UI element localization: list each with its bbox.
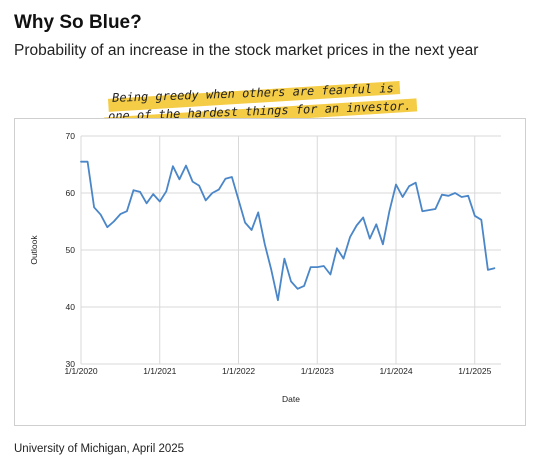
y-tick-label: 50: [66, 245, 76, 255]
grid-lines: [80, 135, 501, 365]
x-tick-label: 1/1/2022: [222, 366, 255, 376]
x-tick-label: 1/1/2025: [458, 366, 491, 376]
x-axis-label: Date: [282, 394, 300, 404]
y-tick-label: 40: [66, 302, 76, 312]
chart-subtitle: Probability of an increase in the stock …: [14, 42, 479, 59]
x-axis-ticks: 1/1/2020 1/1/2021 1/1/2022 1/1/2023 1/1/2024…: [64, 366, 491, 376]
y-axis-label: Outlook: [29, 235, 39, 265]
x-tick-label: 1/1/2023: [301, 366, 334, 376]
y-tick-label: 70: [66, 131, 76, 141]
chart-title: Why So Blue?: [14, 12, 142, 33]
series-line-outlook: [80, 160, 496, 302]
chart-panel: 30 40 50 60 70 1/1/2020 1/1/2021 1/1/2022 1/1/2…: [14, 118, 526, 426]
x-tick-label: 1/1/2021: [143, 366, 176, 376]
x-tick-label: 1/1/2020: [64, 366, 97, 376]
y-tick-label: 60: [66, 188, 76, 198]
series-group: [80, 160, 496, 302]
y-tick-label: 30: [66, 359, 76, 369]
x-tick-label: 1/1/2024: [379, 366, 412, 376]
y-axis-ticks: 30 40 50 60 70: [66, 131, 76, 369]
source-note: University of Michigan, April 2025: [14, 443, 185, 455]
